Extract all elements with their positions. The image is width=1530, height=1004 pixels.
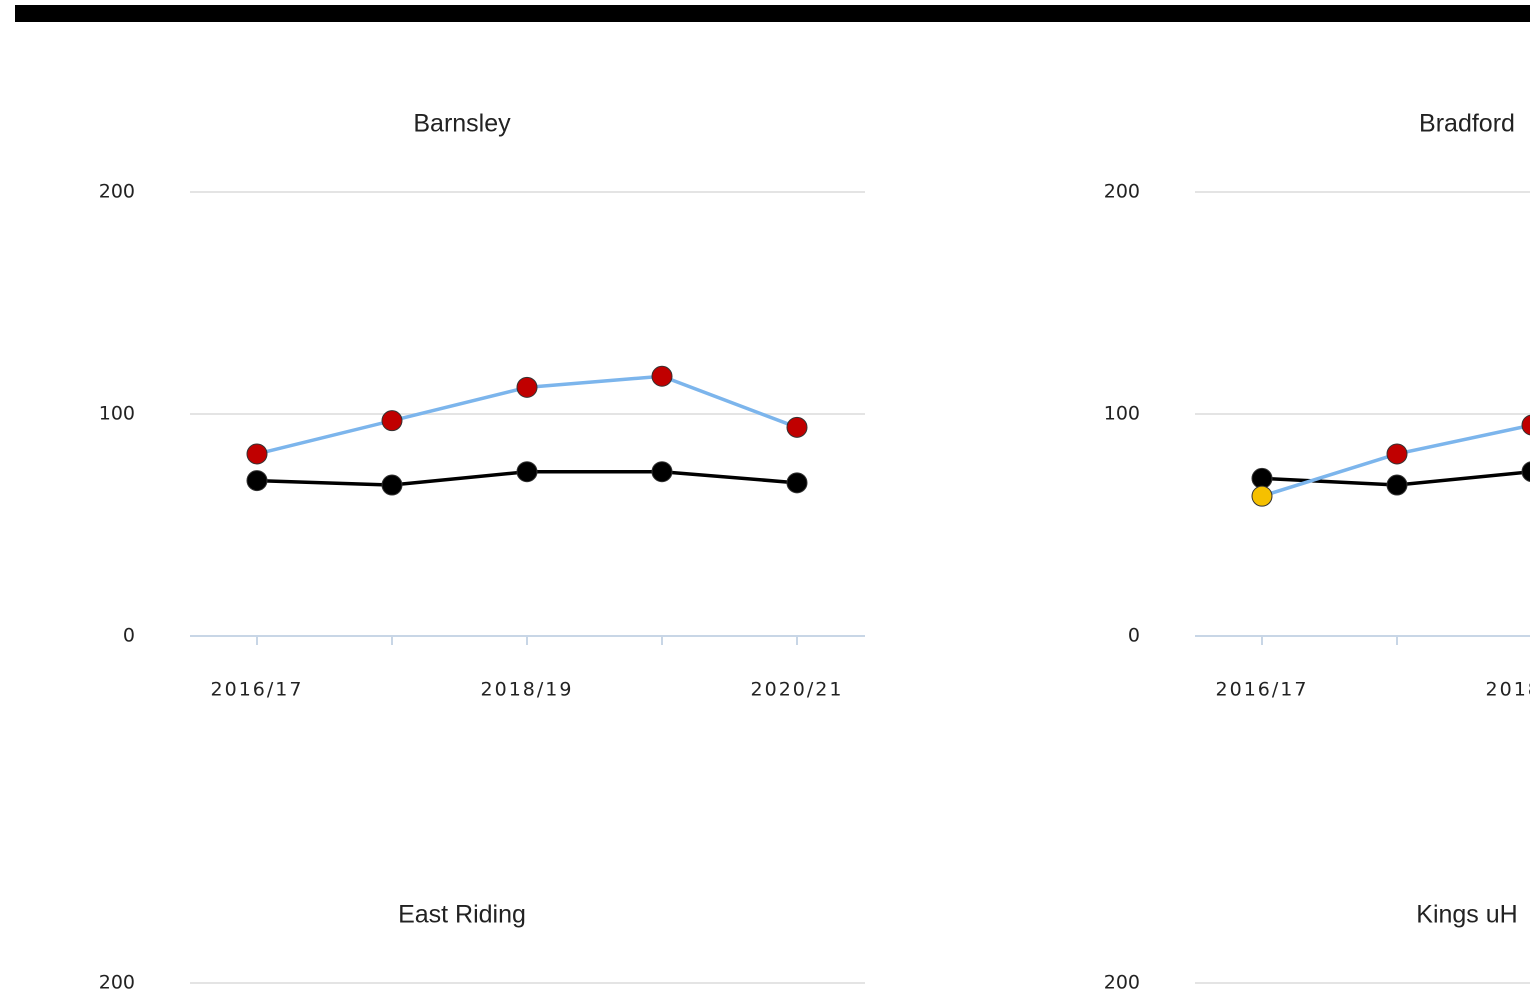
y-tick-label: 0 <box>1128 625 1140 647</box>
data-point <box>516 376 538 398</box>
y-tick-label: 200 <box>1104 181 1140 203</box>
data-point <box>1386 474 1408 496</box>
y-tick-label: 100 <box>1104 403 1140 425</box>
data-point <box>1521 414 1530 436</box>
data-point <box>246 443 268 465</box>
data-point <box>786 416 808 438</box>
x-tick-label: 2018/19 <box>1486 679 1530 701</box>
x-tick-label: 2018/19 <box>481 679 574 701</box>
y-tick-label: 100 <box>99 403 135 425</box>
x-tick-label: 2016/17 <box>211 679 304 701</box>
data-point <box>381 474 403 496</box>
data-point <box>246 470 268 492</box>
data-point <box>651 461 673 483</box>
x-tick-label: 2020/21 <box>751 679 844 701</box>
chart-title: East Riding <box>398 901 526 929</box>
data-point <box>786 472 808 494</box>
y-tick-label: 0 <box>123 625 135 647</box>
data-point <box>1251 485 1273 507</box>
chart-title: Kings uH <box>1416 901 1517 929</box>
chart-title: Bradford <box>1419 110 1515 138</box>
data-point <box>1386 443 1408 465</box>
y-tick-label: 200 <box>99 181 135 203</box>
x-tick-label: 2016/17 <box>1216 679 1309 701</box>
chart-title: Barnsley <box>413 110 511 138</box>
data-point <box>651 365 673 387</box>
y-tick-label: 200 <box>1104 972 1140 994</box>
data-point <box>1521 461 1530 483</box>
y-tick-label: 200 <box>99 972 135 994</box>
data-point <box>1251 467 1273 489</box>
data-point <box>381 410 403 432</box>
top-bar <box>15 5 1530 22</box>
data-point <box>516 461 538 483</box>
